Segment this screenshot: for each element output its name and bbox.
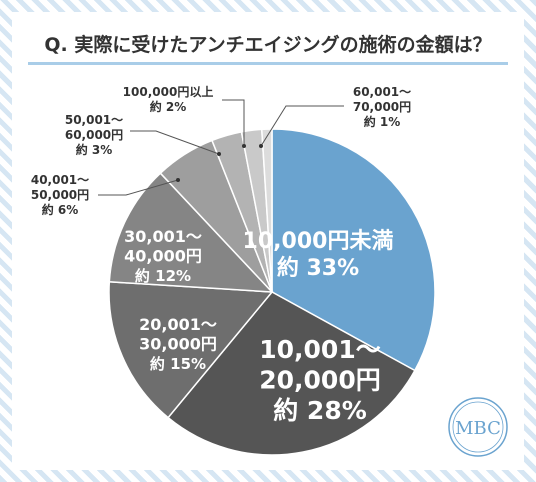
leader-line-5 [130, 130, 220, 155]
slice-label-6-line-1: 約 2% [150, 99, 187, 114]
title-underline [28, 62, 508, 65]
slice-label-1-line-2: 約 28% [273, 396, 367, 425]
pie-slice-0 [271, 128, 436, 372]
leader-line-4 [98, 179, 179, 196]
slice-label-3-line-0: 30,001～ [124, 227, 202, 246]
leader-dot-4 [176, 178, 180, 182]
slice-label-5-line-0: 50,001～ [65, 113, 123, 127]
slice-label-3-line-1: 40,000円 [124, 247, 202, 266]
chart-title: Q. 実際に受けたアンチエイジングの施術の金額は？ [44, 34, 492, 56]
pie-slice-3 [108, 172, 274, 293]
mbc-logo: MBC [448, 397, 508, 457]
leader-dot-7 [259, 144, 263, 148]
slice-label-2-line-2: 約 15% [150, 355, 206, 373]
slice-label-7-line-1: 70,000円 [353, 100, 411, 114]
pie-slices [108, 128, 436, 456]
leader-line-6 [222, 99, 245, 146]
slice-label-4-line-2: 約 6% [42, 202, 79, 217]
slice-label-1-line-0: 10,001～ [259, 335, 380, 364]
slice-label-3-line-2: 約 12% [135, 267, 191, 285]
slice-label-6-line-0: 100,000円以上 [123, 84, 214, 99]
slice-label-0-line-0: 10,000円未満 [243, 228, 394, 254]
slice-label-5-line-2: 約 3% [76, 142, 113, 157]
pie-slice-1 [167, 291, 416, 456]
slice-label-7-line-2: 約 1% [364, 114, 401, 129]
slice-label-2-line-0: 20,001～ [139, 315, 217, 334]
logo-text: MBC [455, 418, 501, 439]
slice-label-4-line-1: 50,000円 [31, 188, 89, 202]
slice-label-7-line-0: 60,001～ [353, 85, 411, 99]
slice-label-4-line-0: 40,001～ [31, 173, 89, 187]
leader-dot-6 [242, 144, 246, 148]
slice-label-0-line-1: 約 33% [277, 255, 359, 281]
leader-line-7 [260, 105, 344, 147]
slice-label-2-line-1: 30,000円 [139, 335, 217, 354]
pie-slice-2 [108, 280, 274, 419]
slice-label-5-line-1: 60,000円 [65, 128, 123, 142]
slice-label-1-line-1: 20,000円 [259, 366, 380, 395]
leader-dot-5 [217, 152, 221, 156]
